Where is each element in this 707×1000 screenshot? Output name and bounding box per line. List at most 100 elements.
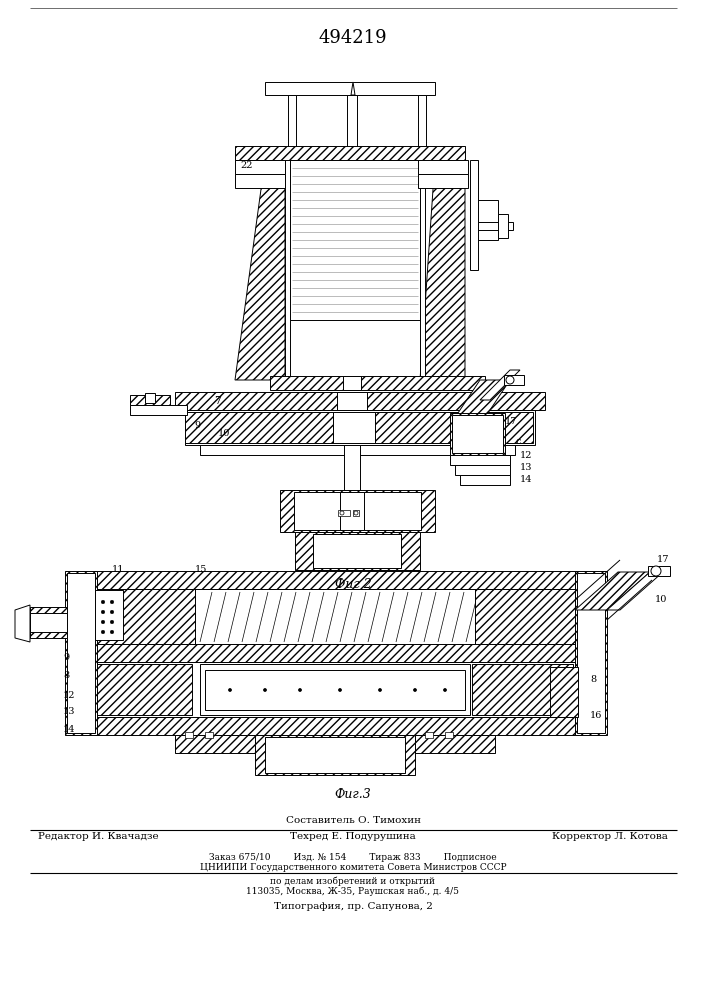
Bar [195,589,475,644]
Text: 12: 12 [520,452,532,460]
Text: 8: 8 [590,676,596,684]
Circle shape [110,630,114,634]
Bar [450,455,510,465]
Bar [95,717,575,735]
Circle shape [110,620,114,624]
Bar [185,412,333,443]
Bar [295,532,420,570]
Polygon shape [420,160,465,380]
Bar [280,490,435,532]
Ellipse shape [256,684,274,696]
Bar [95,589,195,644]
Polygon shape [575,572,650,610]
Text: 14: 14 [63,726,76,734]
Bar [30,632,67,638]
Text: Типография, пр. Сапунова, 2: Типография, пр. Сапунова, 2 [274,902,433,911]
Ellipse shape [406,684,424,696]
Circle shape [651,566,661,576]
Bar [235,146,465,160]
Circle shape [101,600,105,604]
Bar [205,670,465,710]
Text: 9: 9 [63,654,69,662]
Ellipse shape [331,684,349,696]
Circle shape [506,376,514,384]
Text: Редактор И. Квачадзе: Редактор И. Квачадзе [38,832,158,841]
Bar [185,410,535,445]
Bar [415,735,495,753]
Text: Корректор Л. Котова: Корректор Л. Котова [552,832,668,841]
Text: 9: 9 [194,420,200,430]
Polygon shape [420,160,425,380]
Circle shape [101,630,105,634]
Bar [340,492,364,530]
Circle shape [414,688,416,692]
Bar [95,644,575,662]
Text: Составитель О. Тимохин: Составитель О. Тимохин [286,816,421,825]
Circle shape [378,688,382,692]
Bar [450,413,505,455]
Bar [455,465,510,475]
Text: Техред Е. Подурушина: Техред Е. Подурушина [290,832,416,841]
Bar [425,732,433,738]
Bar [175,392,545,410]
Bar [97,664,192,715]
Bar [475,589,575,644]
Text: Фиг.3: Фиг.3 [334,788,371,802]
Bar [344,445,360,490]
Polygon shape [15,605,30,642]
Text: 7: 7 [214,396,221,406]
Bar [130,395,170,405]
Bar [333,412,375,443]
Bar [375,412,533,443]
Bar [30,607,67,613]
Polygon shape [347,300,357,315]
Text: 10: 10 [218,430,230,438]
Polygon shape [285,160,290,380]
Bar [472,664,573,715]
Circle shape [339,688,341,692]
Bar [255,735,415,775]
Bar [294,492,421,530]
Bar [313,534,401,568]
Polygon shape [450,380,510,425]
Circle shape [110,610,114,614]
Bar [452,415,503,453]
Ellipse shape [291,684,309,696]
Text: 17: 17 [505,418,518,426]
Bar [498,214,508,238]
Bar [65,571,97,735]
Circle shape [264,688,267,692]
Bar [349,160,355,300]
Bar [288,95,296,160]
Bar [265,737,405,773]
Ellipse shape [221,684,239,696]
Bar [30,610,67,635]
Text: 17: 17 [657,556,670,564]
Text: 11: 11 [112,566,124,574]
Bar [460,475,510,485]
Bar [200,445,515,455]
Bar [185,732,193,738]
Text: 13: 13 [63,708,76,716]
Text: 494219: 494219 [319,29,387,47]
Text: 22: 22 [240,160,252,169]
Bar [504,375,524,385]
Bar [338,510,350,516]
Ellipse shape [436,684,454,696]
Bar [200,664,470,715]
Text: Заказ 675/10        Изд. № 154        Тираж 833        Подписное: Заказ 675/10 Изд. № 154 Тираж 833 Подпис… [209,852,497,861]
Circle shape [340,511,344,515]
Text: c: c [515,438,520,446]
Bar [550,667,578,717]
Bar [418,95,426,160]
Circle shape [443,688,447,692]
Text: Фиг 2: Фиг 2 [334,578,371,591]
Circle shape [354,511,358,515]
Bar [235,160,285,174]
Text: 16: 16 [590,710,602,720]
Bar [445,732,453,738]
Bar [347,95,357,160]
Bar [95,590,123,640]
Bar [353,510,359,516]
Bar [67,573,95,733]
